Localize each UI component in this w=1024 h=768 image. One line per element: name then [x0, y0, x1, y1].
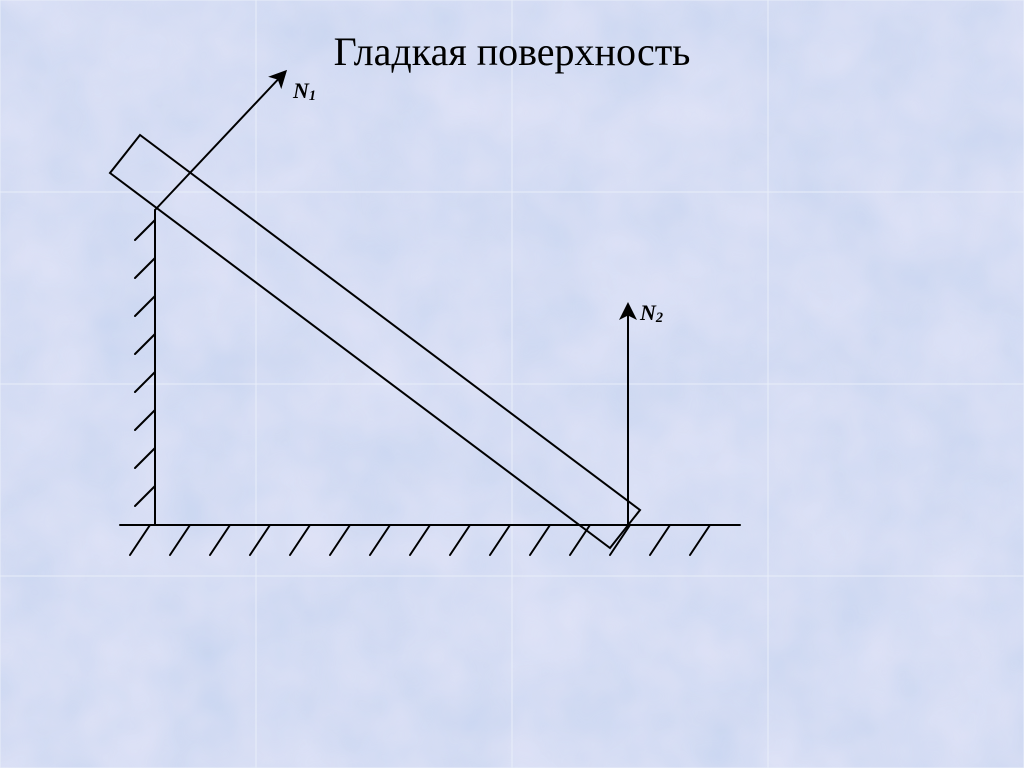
- label-n2: N2: [640, 300, 663, 326]
- page-title: Гладкая поверхность: [0, 28, 1024, 75]
- mechanics-diagram: [0, 0, 1024, 768]
- label-n1: N1: [293, 78, 316, 104]
- n1-sub: 1: [309, 88, 316, 104]
- n1-main: N: [293, 78, 309, 103]
- title-text: Гладкая поверхность: [334, 29, 691, 74]
- n2-sub: 2: [656, 310, 663, 326]
- n2-main: N: [640, 300, 656, 325]
